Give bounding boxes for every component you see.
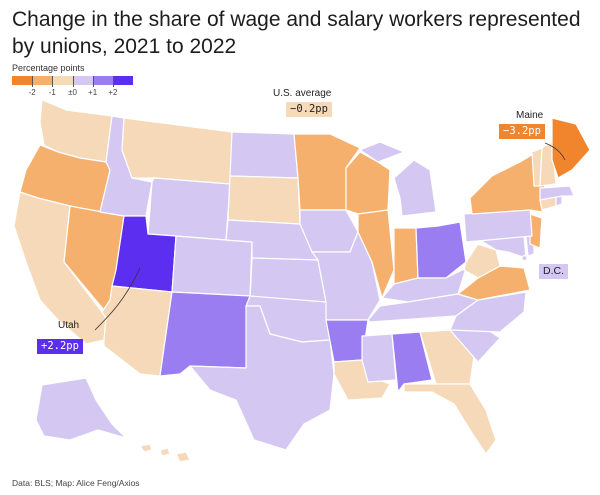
state-al [391, 331, 433, 393]
legend-tick-label: +1 [88, 88, 98, 97]
legend-swatch [92, 76, 113, 85]
maine-value: −3.2pp [499, 124, 545, 139]
state-ak [35, 377, 127, 441]
utah-label: Utah [58, 320, 80, 331]
source-footer: Data: BLS; Map: Alice Feng/Axios [12, 478, 140, 488]
state-mo [311, 231, 381, 321]
chart-title: Change in the share of wage and salary w… [12, 8, 581, 58]
state-wy [147, 177, 231, 241]
state-hi [139, 443, 191, 463]
legend-swatch [52, 76, 73, 85]
legend-swatch [112, 76, 134, 85]
state-in [393, 227, 419, 285]
state-oh [415, 221, 467, 279]
state-wi [345, 151, 391, 215]
state-co [171, 235, 253, 297]
dc-label: D.C. [539, 264, 568, 279]
legend-swatch [32, 76, 53, 85]
utah-leader-line [94, 267, 141, 331]
state-sd [227, 175, 301, 225]
legend-tick-mark [72, 76, 74, 87]
legend-tick-mark [32, 76, 34, 87]
us-average-value: −0.2pp [286, 102, 332, 117]
state-ia [299, 209, 359, 253]
state-ga [419, 329, 475, 385]
state-me [551, 117, 591, 179]
state-fl [403, 383, 497, 455]
legend-swatch [12, 76, 33, 85]
state-dc [521, 254, 528, 262]
legend-tick-mark [52, 76, 54, 87]
legend-tick-mark [112, 76, 114, 87]
legend-tick-label: -1 [48, 88, 56, 97]
state-nd [229, 131, 299, 179]
state-ma [539, 185, 575, 201]
maine-label: Maine [516, 110, 544, 121]
legend-tick-label: +2 [108, 88, 118, 97]
legend-tick-mark [92, 76, 94, 87]
state-mi [359, 141, 437, 217]
state-mt [121, 117, 233, 185]
state-tx [189, 305, 335, 451]
legend: Percentage points -2 -1 ±0 +1 +2 [12, 63, 134, 99]
state-ms [361, 333, 397, 383]
legend-ticks: -2 -1 ±0 +1 +2 [12, 76, 133, 99]
legend-swatch [72, 76, 93, 85]
legend-color-scale [12, 76, 134, 85]
state-nm [159, 291, 251, 377]
legend-title: Percentage points [12, 63, 85, 73]
us-average-label: U.S. average [273, 88, 332, 99]
maine-leader-line [544, 142, 566, 161]
utah-value: +2.2pp [37, 339, 83, 354]
state-wv [463, 243, 501, 279]
state-ks [249, 257, 327, 303]
legend-tick-label: -2 [28, 88, 36, 97]
legend-tick-label: ±0 [68, 88, 77, 97]
